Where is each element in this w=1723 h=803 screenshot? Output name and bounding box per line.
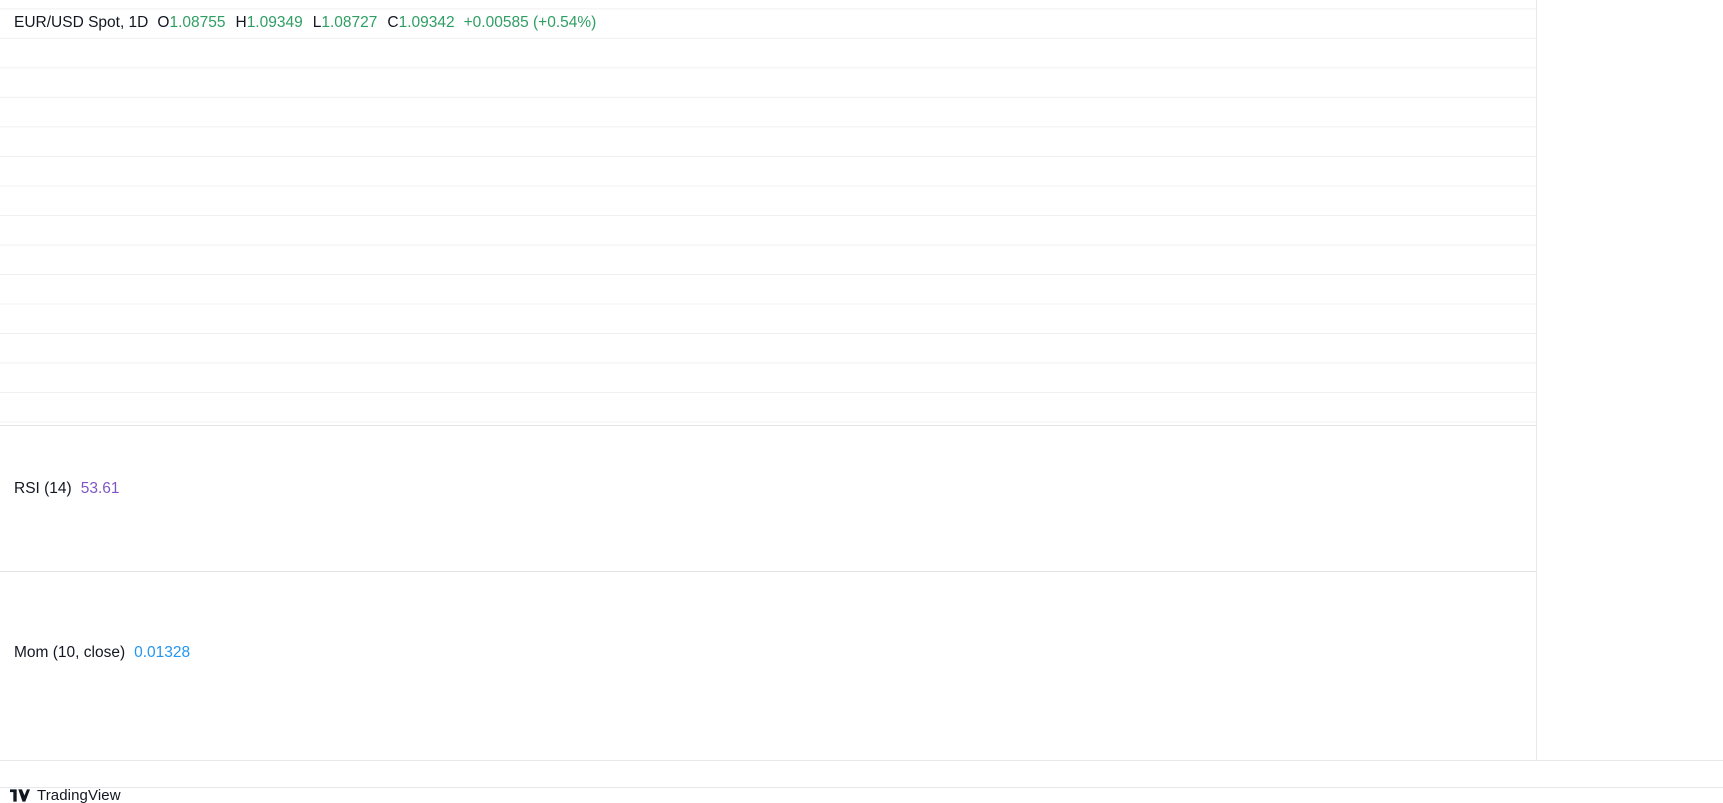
pane-separator-rsi (0, 425, 1723, 426)
high-value: H1.09349 (235, 14, 303, 31)
price-pane[interactable] (0, 0, 1723, 425)
rsi-value: 53.61 (80, 480, 120, 497)
momentum-pane[interactable] (0, 572, 1723, 760)
open-value: O1.08755 (157, 14, 226, 31)
momentum-legend[interactable]: Mom (10, close) 0.01328 (14, 644, 190, 662)
change-value: +0.00585 (+0.54%) (463, 14, 597, 31)
rsi-legend[interactable]: RSI (14) 53.61 (14, 480, 120, 498)
footer: TradingView (0, 787, 1723, 803)
tradingview-brand: TradingView (37, 787, 121, 803)
rsi-pane[interactable] (0, 426, 1723, 571)
price-legend: EUR/USD Spot, 1D O1.08755 H1.09349 L1.08… (14, 14, 596, 32)
momentum-value: 0.01328 (134, 644, 191, 661)
price-plot[interactable] (0, 0, 1536, 425)
close-value: C1.09342 (387, 14, 455, 31)
rsi-plot[interactable] (0, 426, 1536, 571)
pane-separator-mom (0, 571, 1723, 572)
momentum-plot[interactable] (0, 572, 1536, 760)
rsi-title: RSI (14) (14, 480, 72, 497)
date-axis[interactable] (0, 760, 1723, 788)
tradingview-logo-icon (10, 789, 30, 802)
momentum-title: Mom (10, close) (14, 644, 126, 661)
price-axis[interactable] (1536, 0, 1723, 760)
low-value: L1.08727 (312, 14, 378, 31)
symbol-label: EUR/USD Spot, 1D (14, 14, 149, 31)
